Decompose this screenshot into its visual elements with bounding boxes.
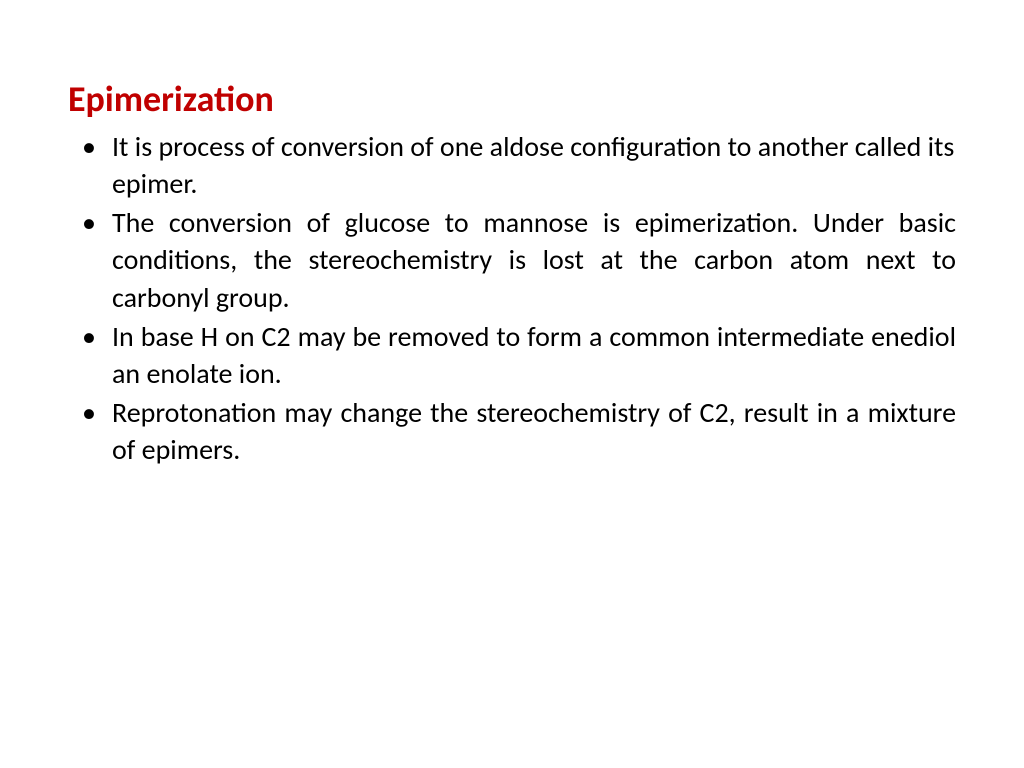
bullet-list: It is process of conversion of one aldos… <box>68 128 956 469</box>
slide-title: Epimerization <box>68 80 956 120</box>
bullet-item: In base H on C2 may be removed to form a… <box>68 318 956 392</box>
bullet-item: The conversion of glucose to mannose is … <box>68 204 956 316</box>
bullet-item: It is process of conversion of one aldos… <box>68 128 956 202</box>
bullet-item: Reprotonation may change the stereochemi… <box>68 394 956 468</box>
